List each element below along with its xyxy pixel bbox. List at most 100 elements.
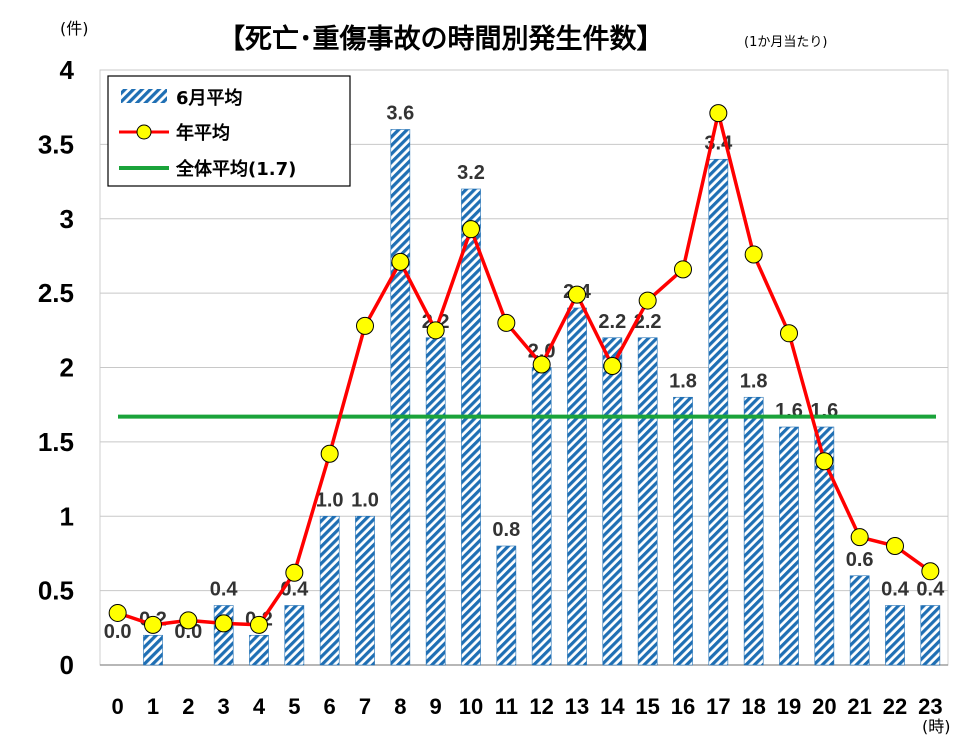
bar-hour-1 [143, 634, 163, 666]
annual-average-point-hour-5 [285, 563, 304, 582]
x-tick-label: 9 [430, 694, 442, 719]
annual-average-point-hour-18 [744, 245, 763, 264]
bar-value-label: 1.8 [669, 370, 697, 392]
annual-average-point-hour-17 [709, 104, 728, 123]
chart-subtitle: (1か月当たり) [744, 35, 827, 50]
y-tick-label: 2.5 [38, 278, 74, 308]
bar-hour-17 [708, 158, 729, 666]
y-axis-ticks: 0 0.5 1 1.5 2 2.5 3 3.5 4 [38, 55, 75, 680]
legend-bar-swatch [121, 89, 167, 103]
bar-value-label: 1.8 [740, 370, 768, 392]
annual-average-series [108, 104, 940, 634]
bar-hour-16 [673, 396, 693, 666]
bar-value-label: 3.2 [457, 162, 485, 184]
y-axis-unit-label: (件) [60, 19, 89, 38]
y-tick-label: 1 [60, 501, 74, 531]
annual-average-point-hour-7 [356, 316, 374, 335]
bar-value-label: 2.2 [598, 311, 626, 333]
x-tick-label: 6 [324, 694, 336, 719]
bar-hour-12 [531, 367, 552, 666]
annual-average-point-hour-15 [638, 291, 657, 310]
bar-hour-7 [355, 515, 375, 666]
x-axis-ticks: 0 1 2 3 4 5 6 7 8 9 10 11 12 13 14 15 16 17 18 19 20 21 22 23 [112, 694, 943, 719]
bar-hour-18 [743, 396, 764, 666]
x-tick-label: 22 [883, 694, 907, 719]
annual-average-point-hour-0 [108, 603, 127, 622]
x-tick-label: 5 [288, 694, 300, 719]
annual-average-point-hour-11 [497, 313, 516, 332]
x-tick-label: 7 [359, 694, 371, 719]
bar-value-label: 0.4 [210, 579, 239, 601]
legend-hline-label: 全体平均(1.7) [175, 158, 296, 180]
x-tick-label: 11 [495, 694, 518, 719]
x-tick-label: 3 [218, 694, 230, 719]
x-tick-label: 16 [671, 694, 695, 719]
bar-hour-23 [920, 605, 941, 666]
x-tick-label: 4 [253, 694, 266, 719]
x-tick-label: 15 [635, 694, 659, 719]
bar-hour-6 [319, 515, 340, 666]
x-tick-label: 10 [459, 694, 483, 719]
x-tick-label: 8 [394, 694, 406, 719]
x-axis-unit-label: (時) [922, 717, 951, 736]
annual-average-point-hour-21 [850, 528, 869, 547]
annual-average-point-hour-22 [886, 537, 904, 555]
bar-value-label: 0.0 [104, 621, 132, 643]
annual-average-point-hour-20 [815, 452, 834, 471]
bar-hour-9 [425, 337, 446, 666]
y-tick-label: 3.5 [38, 129, 74, 159]
annual-average-point-hour-2 [179, 611, 198, 630]
annual-average-point-hour-14 [603, 357, 622, 376]
bar-hour-10 [461, 188, 481, 666]
x-tick-label: 19 [777, 694, 801, 719]
bar-value-label: 0.8 [492, 519, 520, 541]
x-tick-label: 18 [741, 694, 765, 719]
chart-title: 【死亡･重傷事故の時間別発生件数】 [218, 24, 664, 55]
annual-average-point-hour-13 [568, 285, 586, 304]
bar-value-label: 1.6 [810, 400, 838, 422]
y-tick-label: 2 [60, 353, 74, 383]
x-tick-label: 21 [847, 694, 871, 719]
annual-average-point-hour-16 [674, 260, 692, 279]
y-tick-label: 3 [60, 204, 74, 234]
bar-hour-15 [637, 337, 658, 666]
annual-average-point-hour-9 [426, 321, 445, 340]
bar-hour-14 [602, 337, 623, 666]
bar-value-label: 0.6 [846, 549, 874, 571]
bar-value-label: 0.4 [916, 579, 945, 601]
x-tick-label: 14 [600, 694, 625, 719]
x-tick-label: 2 [182, 694, 194, 719]
y-tick-label: 4 [60, 55, 75, 85]
x-tick-label: 12 [529, 694, 553, 719]
legend-line-marker [136, 124, 152, 140]
bar-hour-20 [814, 426, 835, 666]
x-tick-label: 17 [706, 694, 730, 719]
annual-average-point-hour-3 [214, 614, 233, 633]
bar-value-label: 0.0 [174, 621, 202, 643]
bar-value-label: 1.0 [351, 489, 379, 511]
legend-line-label: 年平均 [176, 122, 230, 144]
bar-value-label: 0.4 [881, 579, 910, 601]
x-tick-label: 23 [918, 694, 942, 719]
annual-average-point-hour-8 [391, 252, 410, 271]
x-tick-label: 13 [565, 694, 589, 719]
bar-series [143, 129, 941, 666]
annual-average-line [117, 111, 932, 627]
annual-average-point-hour-23 [921, 562, 940, 581]
y-tick-label: 0 [60, 650, 74, 680]
bar-value-label: 1.6 [775, 400, 803, 422]
y-tick-label: 1.5 [38, 427, 74, 457]
annual-average-point-hour-10 [462, 220, 480, 239]
grid-layer [100, 69, 948, 666]
bar-hour-13 [567, 307, 587, 666]
bar-hour-21 [849, 575, 870, 666]
legend: 6月平均 年平均 全体平均(1.7) [107, 75, 351, 187]
annual-average-point-hour-4 [250, 615, 268, 634]
annual-average-point-hour-6 [320, 444, 339, 463]
y-tick-label: 0.5 [38, 576, 74, 606]
annual-average-point-hour-12 [532, 355, 551, 374]
bar-hour-8 [390, 129, 411, 666]
bar-value-label: 1.0 [316, 489, 344, 511]
